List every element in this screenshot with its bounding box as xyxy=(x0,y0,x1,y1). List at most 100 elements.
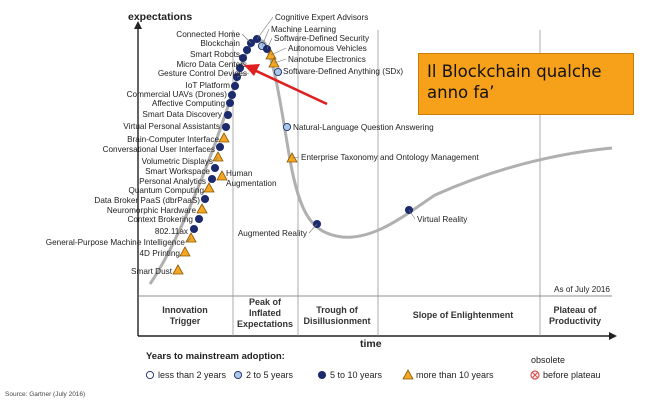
tech-label: Gesture Control Devices xyxy=(158,69,247,78)
tech-label: Smart Workspace xyxy=(145,167,210,176)
source-note: Source: Gartner (July 2016) xyxy=(5,391,85,398)
tech-connector xyxy=(273,58,287,64)
tech-marker xyxy=(179,246,191,257)
tech-label: Smart Robots xyxy=(190,50,240,59)
tech-marker xyxy=(230,81,240,91)
tech-label: Virtual Personal Assistants xyxy=(123,122,220,131)
tech-marker xyxy=(215,142,225,152)
tech-connector xyxy=(266,37,273,50)
tech-marker xyxy=(212,151,224,162)
tech-label: Personal Analytics xyxy=(139,177,206,186)
legend-marker xyxy=(317,370,327,380)
legend-label: more than 10 years xyxy=(416,370,494,380)
tech-marker xyxy=(194,214,204,224)
tech-connector xyxy=(291,156,300,159)
tech-connector xyxy=(408,209,416,220)
legend-label: less than 2 years xyxy=(158,370,227,380)
tech-label: Quantum Computing xyxy=(128,186,204,195)
tech-connector xyxy=(241,33,252,44)
tech-marker xyxy=(282,122,292,132)
tech-marker xyxy=(223,110,233,120)
tech-marker xyxy=(196,203,208,214)
tech-marker xyxy=(242,45,252,55)
legend-label: obsolete xyxy=(531,355,565,365)
tech-label: Context Brokering xyxy=(127,215,193,224)
tech-connector xyxy=(214,156,219,162)
tech-label: Enterprise Taxonomy and Ontology Managem… xyxy=(301,153,480,162)
tech-label: Nanotube Electronics xyxy=(288,55,366,64)
tech-label: General-Purpose Machine Intelligence xyxy=(46,238,186,247)
tech-label: Machine Learning xyxy=(271,25,337,34)
annotation-arrow xyxy=(251,67,328,106)
legend-label: before plateau xyxy=(543,370,601,380)
phase-peak: Peak of Inflated Expectations xyxy=(237,297,293,329)
legend-marker xyxy=(402,369,414,380)
tech-marker xyxy=(189,224,199,234)
tech-marker xyxy=(207,174,217,184)
tech-marker xyxy=(185,232,197,243)
tech-label: Smart Data Discovery xyxy=(142,110,223,119)
tech-marker xyxy=(268,57,280,68)
tech-label: Blockchain xyxy=(200,39,240,48)
annotation-arrowhead xyxy=(244,64,260,76)
tech-label: Affective Computing xyxy=(152,99,226,108)
legend-label: 5 to 10 years xyxy=(330,370,383,380)
tech-connector xyxy=(270,47,287,56)
tech-label: 4D Printing xyxy=(139,249,180,258)
annotation-line-1: Il Blockchain qualche xyxy=(427,62,602,81)
tech-label: 802.11ax xyxy=(155,227,188,236)
tech-connector xyxy=(308,223,318,234)
tech-marker xyxy=(203,182,215,193)
legend-marker xyxy=(145,370,155,380)
legend-marker xyxy=(530,370,540,380)
tech-connector xyxy=(256,16,274,40)
tech-marker xyxy=(225,98,235,108)
tech-label: IoT Platform xyxy=(186,81,231,90)
tech-marker xyxy=(216,170,228,181)
tech-label: Software-Defined Security xyxy=(274,34,370,43)
y-axis-label: expectations xyxy=(128,11,192,23)
tech-label: Connected Home xyxy=(176,30,240,39)
tech-marker xyxy=(235,63,245,73)
tech-marker xyxy=(200,194,210,204)
tech-marker xyxy=(273,67,283,77)
tech-marker xyxy=(221,122,231,132)
tech-label: Virtual Reality xyxy=(417,215,468,224)
phase-trough: Trough of Disillusionment xyxy=(303,305,370,326)
legend-label: 2 to 5 years xyxy=(246,370,294,380)
y-axis-arrow xyxy=(134,21,142,29)
tech-marker xyxy=(218,132,230,143)
tech-label: Commercial UAVs (Drones) xyxy=(127,90,228,99)
tech-label: Autonomous Vehicles xyxy=(288,44,367,53)
legend-title: Years to mainstream adoption: xyxy=(146,351,285,362)
phase-slope: Slope of Enlightenment xyxy=(413,310,514,320)
tech-marker xyxy=(227,90,237,100)
tech-label: Volumetric Displays xyxy=(142,157,213,166)
tech-label: Conversational User Interfaces xyxy=(103,145,215,154)
tech-label: Software-Defined Anything (SDx) xyxy=(283,67,403,76)
as-of-label: As of July 2016 xyxy=(554,285,610,294)
tech-marker xyxy=(210,163,220,173)
tech-marker xyxy=(172,264,184,275)
tech-label: Cognitive Expert Advisors xyxy=(275,13,368,22)
tech-connector xyxy=(186,237,192,243)
tech-marker xyxy=(238,53,248,63)
tech-connector xyxy=(236,72,250,78)
tech-label: Brain-Computer Interface xyxy=(127,135,219,144)
x-axis-arrow xyxy=(609,332,617,340)
tech-label: Data Broker PaaS (dbrPaaS) xyxy=(94,196,200,205)
annotation-line-2: anno fa’ xyxy=(427,83,495,102)
x-axis-label: time xyxy=(360,338,382,350)
phase-plateau: Plateau of Productivity xyxy=(549,305,601,326)
tech-label: Augmented Reality xyxy=(238,229,308,238)
tech-label: Micro Data Centers xyxy=(176,60,247,69)
tech-label: Smart Dust xyxy=(131,267,173,276)
phase-innovation-trigger: Innovation Trigger xyxy=(162,305,208,326)
tech-label: Natural-Language Question Answering xyxy=(293,123,434,132)
tech-label: Neuromorphic Hardware xyxy=(107,206,197,215)
legend-marker xyxy=(233,370,243,380)
annotation-box: Il Blockchain qualche anno fa’ xyxy=(418,53,634,115)
tech-marker xyxy=(265,49,277,60)
